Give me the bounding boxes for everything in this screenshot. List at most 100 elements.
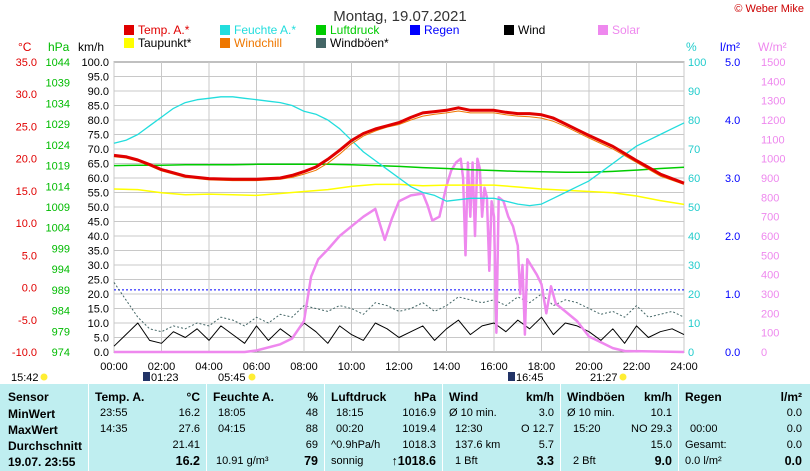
solar-tick-label: 400 bbox=[761, 270, 779, 282]
cur-boeen-value: 9.0 bbox=[654, 454, 672, 468]
solar-tick-label: 1300 bbox=[761, 96, 785, 108]
cur-boeen-bft: 2 Bft bbox=[573, 455, 596, 467]
avg-wind-value: 5.7 bbox=[538, 439, 554, 451]
wind-tick-label: 85.0 bbox=[88, 101, 109, 113]
row-min-label: MinWert bbox=[8, 407, 56, 421]
hdr-luft: Luftdruck bbox=[331, 390, 387, 404]
pressure-tick-label: 1019 bbox=[46, 161, 70, 173]
cur-regen-value: 0.0 bbox=[784, 454, 802, 468]
hdr-temp-unit: °C bbox=[186, 390, 200, 404]
wind-tick-label: 45.0 bbox=[88, 217, 109, 229]
humidity-tick-label: 10 bbox=[688, 318, 700, 330]
hdr-boeen: Windböen bbox=[567, 390, 625, 404]
legend-swatch bbox=[504, 25, 514, 35]
wind-tick-label: 50.0 bbox=[88, 202, 109, 214]
sun-marker-morning: 05:45 bbox=[218, 372, 246, 384]
legend-label: Wind bbox=[518, 23, 545, 37]
hdr-wind-unit: km/h bbox=[525, 390, 554, 404]
pressure-tick-label: 1029 bbox=[46, 119, 70, 131]
pressure-tick-label: 1024 bbox=[46, 140, 70, 152]
wind-tick-label: 40.0 bbox=[88, 231, 109, 243]
legend-label: Solar bbox=[612, 23, 640, 37]
hdr-sensor: Sensor bbox=[8, 390, 49, 404]
min-luft-value: 1016.9 bbox=[402, 407, 436, 419]
wind-tick-label: 80.0 bbox=[88, 115, 109, 127]
wind-tick-label: 5.0 bbox=[94, 333, 109, 345]
avg-regen-label: Gesamt: bbox=[685, 439, 727, 451]
x-tick-label: 24:00 bbox=[670, 361, 698, 373]
x-tick-label: 22:00 bbox=[623, 361, 651, 373]
wind-tick-label: 60.0 bbox=[88, 173, 109, 185]
pressure-tick-label: 989 bbox=[52, 285, 70, 297]
pressure-tick-label: 1034 bbox=[46, 98, 70, 110]
humidity-unit: % bbox=[686, 40, 697, 54]
temp-tick-label: -10.0 bbox=[12, 347, 37, 359]
temp-tick-label: 25.0 bbox=[16, 121, 37, 133]
pressure-tick-label: 974 bbox=[52, 347, 70, 359]
min-temp-value: 16.2 bbox=[178, 407, 200, 419]
cur-luft-weather: sonnig bbox=[331, 455, 364, 467]
wind-tick-label: 55.0 bbox=[88, 188, 109, 200]
min-regen-value: 0.0 bbox=[786, 407, 802, 419]
solar-tick-label: 300 bbox=[761, 289, 779, 301]
cur-wind-bft: 1 Bft bbox=[455, 455, 478, 467]
max-temp-value: 27.6 bbox=[178, 423, 200, 435]
col-boeen bbox=[560, 384, 678, 471]
rain-tick-label: 3.0 bbox=[725, 173, 740, 185]
x-tick-label: 02:00 bbox=[148, 361, 176, 373]
sun-icon bbox=[40, 373, 48, 381]
series-windböen bbox=[113, 282, 685, 333]
wind-tick-label: 95.0 bbox=[88, 72, 109, 84]
wind-tick-label: 30.0 bbox=[88, 260, 109, 272]
avg-regen-value: 0.0 bbox=[786, 439, 802, 451]
temp-tick-label: 0.0 bbox=[22, 283, 37, 295]
wind-tick-label: 100.0 bbox=[81, 57, 109, 69]
max-wind-value: O 12.7 bbox=[520, 423, 554, 435]
solar-tick-label: 100 bbox=[761, 328, 779, 340]
col-feuchte bbox=[206, 384, 324, 471]
pressure-tick-label: 999 bbox=[52, 243, 70, 255]
humidity-tick-label: 40 bbox=[688, 231, 700, 243]
solar-unit: W/m² bbox=[758, 40, 787, 54]
min-boeen-label: Ø 10 min. bbox=[567, 407, 615, 419]
humidity-tick-label: 70 bbox=[688, 144, 700, 156]
wind-tick-label: 35.0 bbox=[88, 246, 109, 258]
pressure-tick-label: 984 bbox=[52, 306, 70, 318]
hdr-temp: Temp. A. bbox=[95, 390, 145, 404]
max-feuchte-time: 04:15 bbox=[218, 423, 246, 435]
solar-tick-label: 1100 bbox=[761, 134, 785, 146]
legend-swatch bbox=[124, 38, 134, 48]
x-tick-label: 12:00 bbox=[385, 361, 413, 373]
row-max-label: MaxWert bbox=[8, 423, 58, 437]
wind-tick-label: 15.0 bbox=[88, 304, 109, 316]
min-feuchte-value: 48 bbox=[305, 407, 318, 419]
x-tick-label: 10:00 bbox=[338, 361, 366, 373]
legend-label: Taupunkt* bbox=[138, 36, 192, 50]
legend-swatch bbox=[220, 25, 230, 35]
pressure-tick-label: 979 bbox=[52, 326, 70, 338]
col-regen bbox=[678, 384, 810, 471]
x-tick-label: 04:00 bbox=[195, 361, 223, 373]
solar-tick-label: 600 bbox=[761, 231, 779, 243]
humidity-tick-label: 50 bbox=[688, 202, 700, 214]
temp-tick-label: -5.0 bbox=[18, 315, 37, 327]
rain-tick-label: 0.0 bbox=[725, 347, 740, 359]
solar-tick-label: 1500 bbox=[761, 57, 785, 69]
avg-feuchte-value: 69 bbox=[305, 439, 318, 451]
solar-tick-label: 200 bbox=[761, 308, 779, 320]
solar-tick-label: 500 bbox=[761, 250, 779, 262]
solar-tick-label: 1200 bbox=[761, 115, 785, 127]
legend-label: Luftdruck bbox=[330, 23, 380, 37]
cur-wind-value: 3.3 bbox=[536, 454, 554, 468]
solar-tick-label: 700 bbox=[761, 212, 779, 224]
max-boeen-time: 15:20 bbox=[573, 423, 601, 435]
hdr-regen-unit: l/m² bbox=[780, 390, 802, 404]
legend-label: Regen bbox=[424, 23, 459, 37]
pressure-tick-label: 1014 bbox=[46, 181, 70, 193]
humidity-tick-label: 100 bbox=[688, 57, 706, 69]
axes: 35.0 30.0 25.0 20.0 15.0 10.0 5.0 0.0 -5.0 -10.0 1… bbox=[12, 57, 786, 373]
max-regen-value: 0.0 bbox=[786, 423, 802, 435]
x-tick-label: 14:00 bbox=[433, 361, 461, 373]
pressure-tick-label: 1044 bbox=[46, 57, 70, 69]
solar-tick-label: 1000 bbox=[761, 154, 785, 166]
